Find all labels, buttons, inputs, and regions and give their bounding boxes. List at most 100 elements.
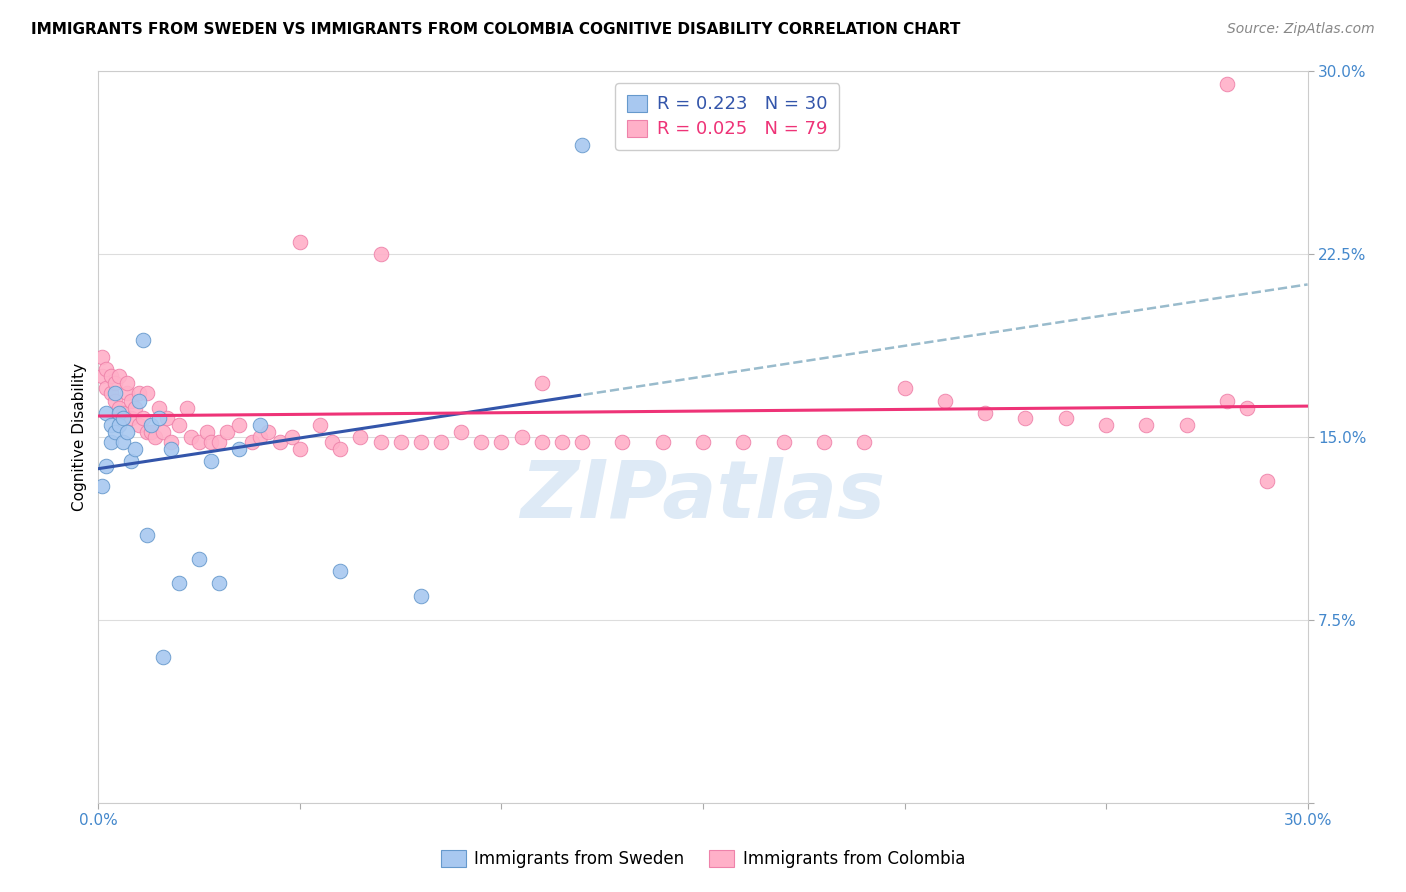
Point: [269, 434, 291, 449]
Point: [281, 430, 304, 444]
Point: [288, 442, 311, 457]
Point: [208, 434, 231, 449]
Point: [107, 401, 129, 415]
Point: [329, 564, 352, 578]
Point: [100, 369, 122, 384]
Point: [893, 381, 915, 395]
Point: [510, 430, 533, 444]
Point: [813, 434, 835, 449]
Text: IMMIGRANTS FROM SWEDEN VS IMMIGRANTS FROM COLOMBIA COGNITIVE DISABILITY CORRELAT: IMMIGRANTS FROM SWEDEN VS IMMIGRANTS FRO…: [31, 22, 960, 37]
Point: [530, 434, 553, 449]
Point: [853, 434, 876, 449]
Point: [571, 434, 593, 449]
Point: [188, 552, 211, 566]
Point: [409, 589, 432, 603]
Point: [103, 425, 125, 440]
Point: [96, 406, 118, 420]
Point: [176, 401, 198, 415]
Point: [91, 479, 114, 493]
Point: [370, 434, 392, 449]
Point: [152, 425, 174, 440]
Point: [651, 434, 673, 449]
Point: [111, 410, 134, 425]
Point: [409, 434, 432, 449]
Point: [1236, 401, 1258, 415]
Point: [934, 393, 956, 408]
Point: [100, 386, 122, 401]
Point: [107, 417, 129, 432]
Point: [143, 430, 166, 444]
Point: [124, 442, 146, 457]
Point: [256, 425, 278, 440]
Point: [249, 430, 271, 444]
Y-axis label: Cognitive Disability: Cognitive Disability: [72, 363, 87, 511]
Point: [772, 434, 794, 449]
Point: [370, 247, 392, 261]
Point: [148, 401, 170, 415]
Point: [249, 417, 271, 432]
Point: [100, 434, 122, 449]
Point: [228, 417, 250, 432]
Point: [103, 386, 125, 401]
Point: [103, 393, 125, 408]
Point: [450, 425, 472, 440]
Point: [612, 434, 634, 449]
Point: [120, 393, 142, 408]
Point: [115, 376, 138, 391]
Point: [288, 235, 311, 249]
Point: [132, 333, 155, 347]
Point: [1216, 77, 1239, 91]
Point: [139, 417, 162, 432]
Point: [160, 434, 183, 449]
Point: [1256, 474, 1278, 488]
Point: [1175, 417, 1198, 432]
Point: [91, 350, 114, 364]
Point: [1216, 393, 1239, 408]
Point: [389, 434, 412, 449]
Point: [180, 430, 202, 444]
Point: [156, 410, 179, 425]
Point: [321, 434, 343, 449]
Point: [135, 386, 157, 401]
Point: [309, 417, 332, 432]
Point: [103, 376, 125, 391]
Point: [115, 386, 138, 401]
Point: [160, 442, 183, 457]
Legend: Immigrants from Sweden, Immigrants from Colombia: Immigrants from Sweden, Immigrants from …: [434, 843, 972, 875]
Point: [148, 410, 170, 425]
Point: [91, 369, 114, 384]
Point: [1135, 417, 1157, 432]
Point: [111, 406, 134, 420]
Point: [128, 386, 150, 401]
Point: [132, 410, 155, 425]
Point: [329, 442, 352, 457]
Point: [349, 430, 371, 444]
Point: [228, 442, 250, 457]
Point: [96, 381, 118, 395]
Point: [188, 434, 211, 449]
Point: [974, 406, 997, 420]
Point: [120, 410, 142, 425]
Point: [530, 376, 553, 391]
Point: [1014, 410, 1036, 425]
Point: [571, 137, 593, 152]
Point: [217, 425, 239, 440]
Point: [128, 417, 150, 432]
Point: [200, 454, 222, 468]
Point: [100, 417, 122, 432]
Point: [692, 434, 714, 449]
Point: [115, 425, 138, 440]
Point: [240, 434, 263, 449]
Point: [1054, 410, 1077, 425]
Point: [1095, 417, 1118, 432]
Point: [430, 434, 453, 449]
Point: [167, 576, 190, 591]
Point: [124, 401, 146, 415]
Point: [96, 459, 118, 474]
Point: [551, 434, 574, 449]
Point: [107, 406, 129, 420]
Point: [152, 649, 174, 664]
Point: [111, 434, 134, 449]
Point: [135, 527, 157, 541]
Point: [195, 425, 218, 440]
